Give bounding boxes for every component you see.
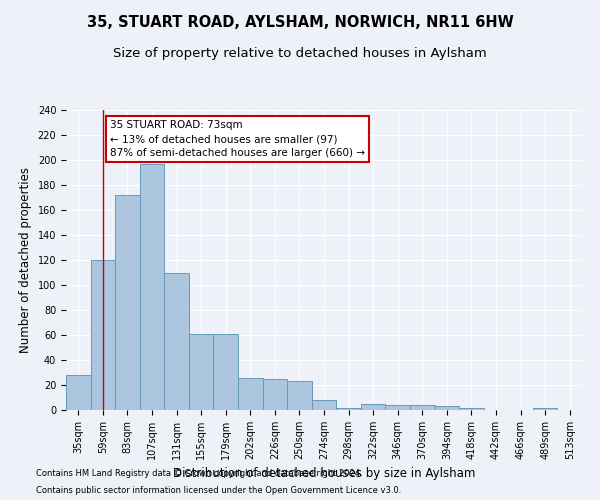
Y-axis label: Number of detached properties: Number of detached properties [19,167,32,353]
Bar [312,400,336,410]
Text: 35 STUART ROAD: 73sqm
← 13% of detached houses are smaller (97)
87% of semi-deta: 35 STUART ROAD: 73sqm ← 13% of detached … [110,120,365,158]
Text: Contains public sector information licensed under the Open Government Licence v3: Contains public sector information licen… [36,486,401,495]
Text: 35, STUART ROAD, AYLSHAM, NORWICH, NR11 6HW: 35, STUART ROAD, AYLSHAM, NORWICH, NR11 … [86,15,514,30]
Bar [361,404,385,410]
Bar [336,408,361,410]
Bar [140,164,164,410]
Bar [434,406,459,410]
Bar [533,408,557,410]
Text: Contains HM Land Registry data © Crown copyright and database right 2024.: Contains HM Land Registry data © Crown c… [36,468,362,477]
Bar [214,334,238,410]
Bar [164,272,189,410]
Bar [410,405,434,410]
Bar [385,405,410,410]
Bar [66,375,91,410]
Bar [287,381,312,410]
Bar [189,334,214,410]
Bar [459,408,484,410]
Bar [115,195,140,410]
X-axis label: Distribution of detached houses by size in Aylsham: Distribution of detached houses by size … [173,468,475,480]
Bar [263,379,287,410]
Bar [91,260,115,410]
Text: Size of property relative to detached houses in Aylsham: Size of property relative to detached ho… [113,48,487,60]
Bar [238,378,263,410]
